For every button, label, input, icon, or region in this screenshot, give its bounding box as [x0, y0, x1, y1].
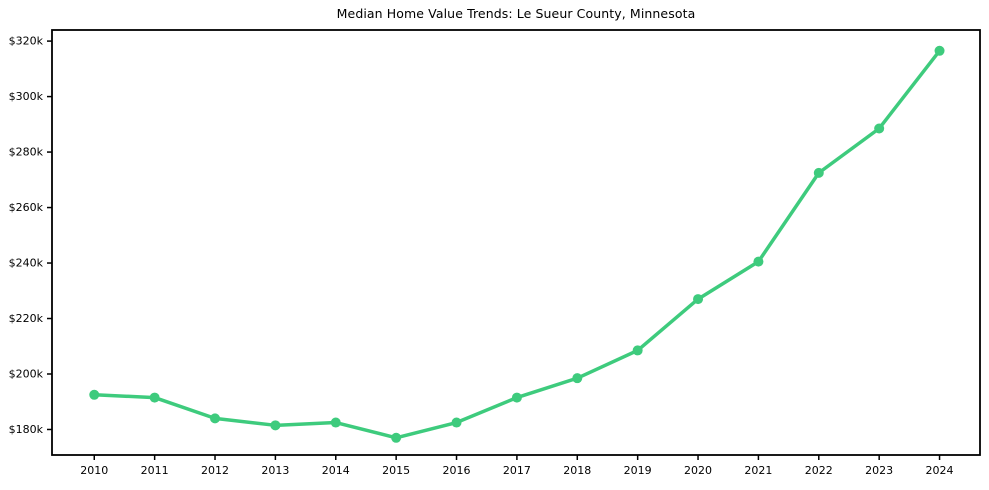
data-point-marker: [451, 417, 462, 428]
data-point-marker: [210, 413, 221, 424]
y-tick-label: $320k: [9, 35, 44, 48]
y-tick-label: $180k: [9, 423, 44, 436]
x-tick-label: 2017: [503, 464, 531, 477]
data-point-marker: [149, 392, 160, 403]
y-tick-label: $260k: [9, 201, 44, 214]
x-tick-label: 2022: [805, 464, 833, 477]
data-point-marker: [753, 256, 764, 267]
y-tick-label: $240k: [9, 257, 44, 270]
x-tick-label: 2010: [80, 464, 108, 477]
data-point-marker: [874, 123, 885, 134]
data-point-marker: [89, 389, 100, 400]
x-tick-label: 2024: [926, 464, 954, 477]
x-tick-label: 2020: [684, 464, 712, 477]
data-point-marker: [934, 45, 945, 56]
y-tick-label: $280k: [9, 146, 44, 159]
y-tick-label: $200k: [9, 367, 44, 380]
data-point-marker: [572, 373, 583, 384]
data-point-marker: [270, 420, 281, 431]
data-point-marker: [632, 345, 643, 356]
x-tick-label: 2012: [201, 464, 229, 477]
chart-title: Median Home Value Trends: Le Sueur Count…: [336, 6, 696, 21]
data-point-marker: [330, 417, 341, 428]
x-tick-label: 2018: [563, 464, 591, 477]
data-point-marker: [391, 432, 402, 443]
x-tick-label: 2023: [865, 464, 893, 477]
x-tick-label: 2011: [141, 464, 169, 477]
plot-frame: [51, 29, 981, 456]
x-tick-label: 2015: [382, 464, 410, 477]
data-point-marker: [511, 392, 522, 403]
x-tick-label: 2021: [744, 464, 772, 477]
y-tick-label: $220k: [9, 312, 44, 325]
x-tick-label: 2016: [443, 464, 471, 477]
data-point-marker: [693, 294, 704, 305]
x-tick-label: 2014: [322, 464, 350, 477]
trend-line: [92, 49, 942, 440]
y-tick-label: $300k: [9, 90, 44, 103]
x-tick-label: 2019: [624, 464, 652, 477]
x-tick-label: 2013: [261, 464, 289, 477]
data-point-marker: [813, 167, 824, 178]
